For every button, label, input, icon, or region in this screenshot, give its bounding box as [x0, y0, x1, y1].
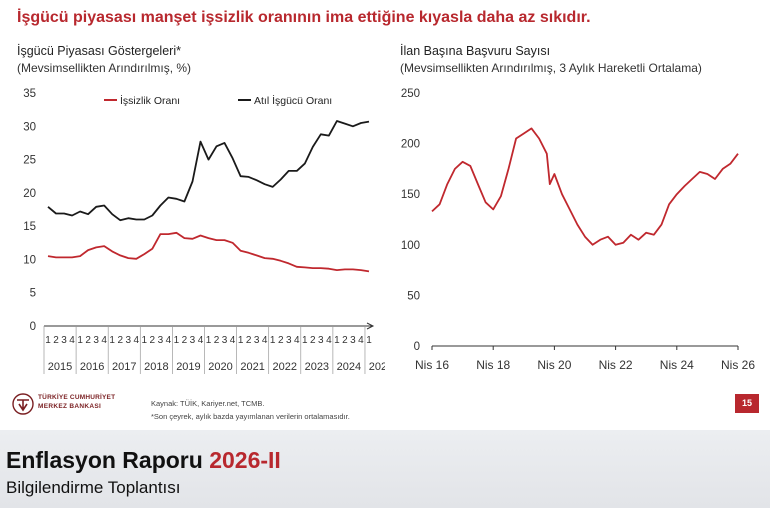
x-quarter-label: 1 — [238, 335, 244, 346]
x-quarter-label: 1 — [206, 335, 212, 346]
y-tick-label: 20 — [23, 188, 36, 200]
x-quarter-label: 1 — [142, 335, 148, 346]
right-chart-title: İlan Başına Başvuru Sayısı — [400, 44, 551, 58]
x-quarter-label: 2 — [150, 335, 156, 346]
x-quarter-label: 2 — [342, 335, 348, 346]
x-tick-label: Nis 22 — [599, 358, 633, 372]
report-title-accent: 2026-II — [209, 447, 281, 473]
x-tick-label: Nis 18 — [476, 358, 510, 372]
underutilization-rate-line — [47, 120, 370, 222]
y-tick-label: 100 — [401, 240, 420, 252]
x-quarter-label: 1 — [77, 335, 83, 346]
x-year-label: 2020 — [208, 361, 232, 373]
x-quarter-label: 4 — [133, 335, 139, 346]
x-year-label: 2017 — [112, 361, 136, 373]
y-tick-label: 30 — [23, 121, 36, 133]
x-quarter-label: 4 — [358, 335, 364, 346]
x-year-label: 2021 — [240, 361, 264, 373]
x-quarter-label: 2 — [182, 335, 188, 346]
x-quarter-label: 3 — [350, 335, 356, 346]
x-quarter-label: 4 — [198, 335, 204, 346]
x-quarter-label: 2 — [85, 335, 91, 346]
footer-band — [0, 430, 770, 508]
x-quarter-label: 3 — [125, 335, 131, 346]
applications-per-posting-line — [431, 127, 739, 246]
report-subtitle: Bilgilendirme Toplantısı — [6, 478, 181, 497]
x-tick-label: Nis 20 — [537, 358, 571, 372]
logo-line2: MERKEZ BANKASI — [38, 403, 102, 410]
y-tick-label: 150 — [401, 189, 420, 201]
x-tick-label: Nis 24 — [660, 358, 694, 372]
y-tick-label: 0 — [30, 321, 36, 333]
y-tick-label: 25 — [23, 155, 36, 167]
x-quarter-label: 3 — [61, 335, 67, 346]
report-title-main: Enflasyon Raporu — [6, 447, 203, 473]
y-tick-label: 5 — [30, 288, 36, 300]
x-quarter-label: 4 — [294, 335, 300, 346]
y-tick-label: 10 — [23, 254, 36, 266]
x-tick-label: Nis 16 — [415, 358, 449, 372]
tcmb-logo: TÜRKİYE CUMHURİYET MERKEZ BANKASI — [12, 392, 122, 418]
x-quarter-label: 2 — [278, 335, 284, 346]
legend-label: İşsizlik Oranı — [120, 94, 180, 107]
x-quarter-label: 2 — [53, 335, 59, 346]
y-tick-label: 50 — [407, 290, 420, 302]
x-quarter-label: 1 — [174, 335, 180, 346]
y-tick-label: 15 — [23, 221, 36, 233]
left-chart-title: İşgücü Piyasası Göstergeleri* — [17, 44, 181, 58]
y-tick-label: 200 — [401, 139, 420, 151]
x-quarter-label: 1 — [270, 335, 276, 346]
x-quarter-label: 3 — [286, 335, 292, 346]
x-year-label: 2024 — [337, 361, 361, 373]
report-title: Enflasyon Raporu 2026-II — [6, 447, 281, 474]
x-quarter-label: 3 — [190, 335, 196, 346]
x-quarter-label: 3 — [318, 335, 324, 346]
x-year-label: 2018 — [144, 361, 168, 373]
x-quarter-label: 4 — [101, 335, 107, 346]
x-quarter-label: 1 — [45, 335, 51, 346]
headline: İşgücü piyasası manşet işsizlik oranının… — [17, 9, 591, 26]
x-quarter-label: 3 — [222, 335, 228, 346]
x-quarter-label: 3 — [93, 335, 99, 346]
x-quarter-label: 4 — [166, 335, 172, 346]
right-line-chart: 0 50 100 150 200 250 Nis 16 Nis 18 Nis 20 Nis 22 N… — [401, 88, 756, 372]
footnote: *Son çeyrek, aylık bazda yayımlanan veri… — [151, 412, 350, 421]
x-axis-arrow — [366, 322, 375, 330]
x-quarter-label: 2 — [246, 335, 252, 346]
x-quarter-label: 4 — [262, 335, 268, 346]
x-quarter-label: 4 — [326, 335, 332, 346]
x-quarter-label: 4 — [69, 335, 75, 346]
page-number: 15 — [735, 394, 759, 413]
x-year-label: 2019 — [176, 361, 200, 373]
x-quarter-label: 4 — [230, 335, 236, 346]
x-quarter-label: 1 — [109, 335, 115, 346]
x-year-label: 2023 — [305, 361, 329, 373]
source-note: Kaynak: TÜİK, Kariyer.net, TCMB. — [151, 399, 265, 408]
x-quarter-label: 3 — [158, 335, 164, 346]
unemployment-rate-line — [47, 231, 370, 273]
x-quarter-label: 3 — [254, 335, 260, 346]
slide: İşgücü piyasası manşet işsizlik oranının… — [12, 9, 759, 421]
x-quarter-label: 2 — [214, 335, 220, 346]
x-quarter-label: 1 — [366, 335, 372, 346]
x-year-label: 2015 — [48, 361, 72, 373]
right-chart-subtitle: (Mevsimsellikten Arındırılmış, 3 Aylık H… — [400, 61, 702, 75]
left-chart-subtitle: (Mevsimsellikten Arındırılmış, %) — [17, 61, 192, 75]
y-tick-label: 250 — [401, 88, 420, 100]
x-year-label: 2016 — [80, 361, 104, 373]
x-quarter-label: 1 — [302, 335, 308, 346]
legend-label: Atıl İşgücü Oranı — [254, 94, 332, 107]
y-tick-label: 0 — [414, 341, 420, 353]
logo-line1: TÜRKİYE CUMHURİYET — [38, 394, 116, 401]
tcmb-logo-icon — [12, 393, 34, 415]
x-quarter-label: 1 — [334, 335, 340, 346]
x-quarter-label: 2 — [117, 335, 123, 346]
x-year-label: 2022 — [272, 361, 296, 373]
x-tick-label: Nis 26 — [721, 358, 755, 372]
x-quarter-label: 2 — [310, 335, 316, 346]
y-tick-label: 35 — [23, 88, 36, 100]
